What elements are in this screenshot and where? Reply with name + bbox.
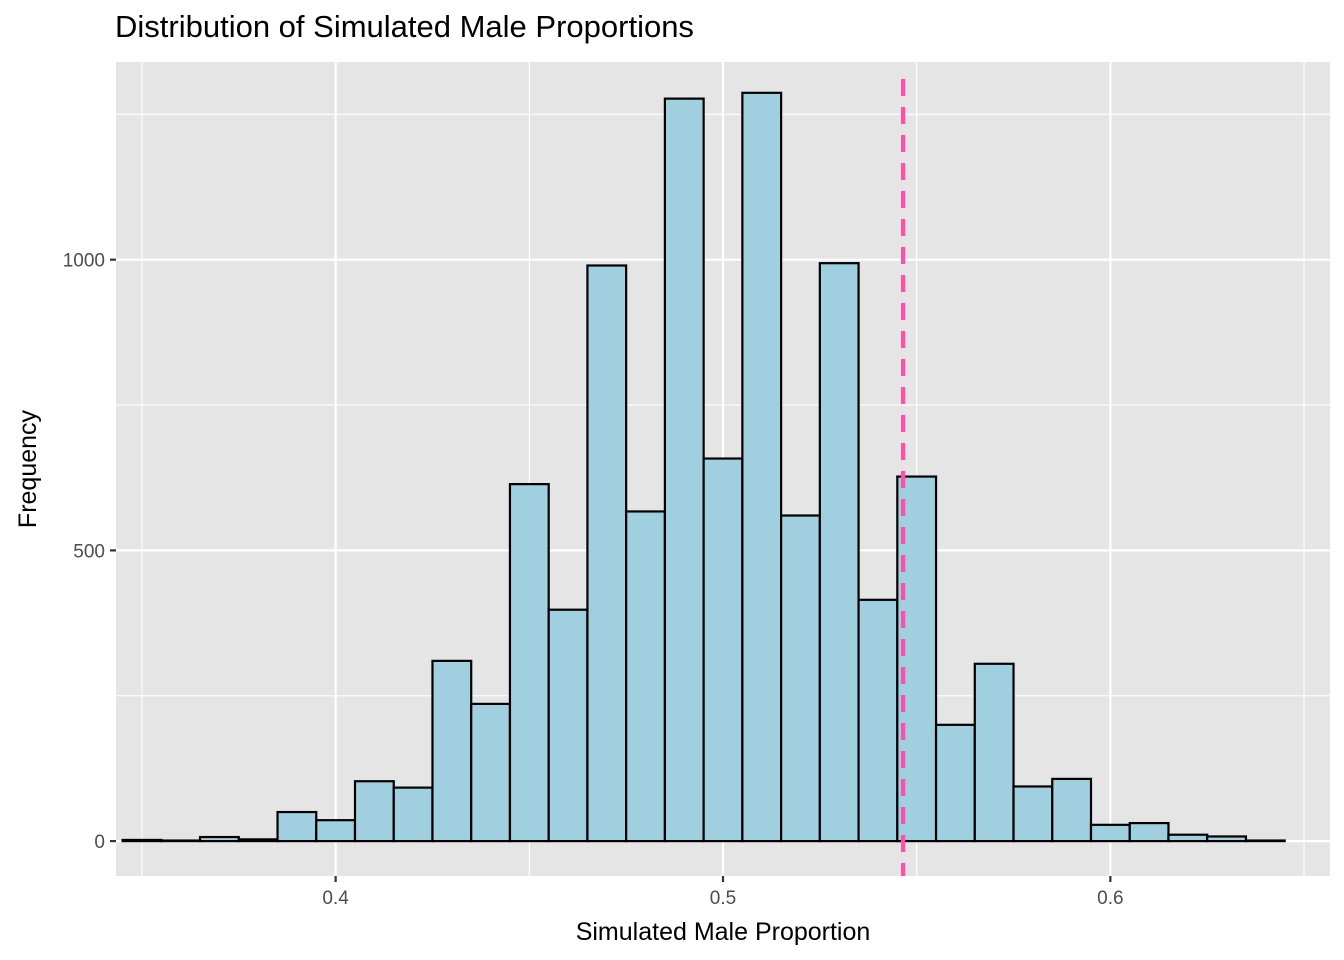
histogram-bar xyxy=(508,483,550,843)
histogram-bar xyxy=(586,264,628,843)
histogram-bar xyxy=(315,819,357,843)
histogram-bar xyxy=(1128,821,1170,843)
histogram-bar xyxy=(392,786,434,843)
y-axis-ticks: 0 500 1000 xyxy=(63,251,116,853)
y-tick-label: 1000 xyxy=(63,251,105,272)
histogram-bar xyxy=(121,838,163,843)
histogram-bar xyxy=(431,659,473,843)
histogram-bar xyxy=(1089,823,1131,843)
x-tick-label: 0.4 xyxy=(322,888,349,909)
x-tick-label: 0.6 xyxy=(1097,888,1123,909)
histogram-bar xyxy=(934,723,976,843)
histogram-bar xyxy=(160,839,202,843)
histogram-bar xyxy=(547,608,589,843)
histogram-bar xyxy=(857,598,899,843)
histogram-bar xyxy=(470,702,512,843)
chart-title: Distribution of Simulated Male Proportio… xyxy=(115,9,694,44)
histogram-bar xyxy=(1012,785,1054,843)
histogram-bar xyxy=(1206,835,1248,843)
y-tick-label: 0 xyxy=(94,832,105,853)
histogram-bar xyxy=(741,91,783,843)
histogram-bar xyxy=(663,97,705,843)
histogram-bar xyxy=(625,510,666,843)
histogram-bar xyxy=(237,838,279,843)
histogram-bar xyxy=(1167,833,1209,843)
x-axis-title: Simulated Male Proportion xyxy=(576,918,871,946)
y-axis-title: Frequency xyxy=(14,409,42,528)
histogram-bar xyxy=(353,780,395,843)
histogram-bars xyxy=(121,91,1286,843)
x-tick-label: 0.5 xyxy=(710,888,736,909)
histogram-bar xyxy=(1051,777,1093,843)
histogram-bar xyxy=(1244,839,1286,843)
histogram-bar xyxy=(276,810,318,843)
histogram-bar xyxy=(818,262,860,843)
histogram-bar xyxy=(702,457,744,843)
histogram-bar xyxy=(780,514,821,843)
histogram-bar xyxy=(198,835,240,843)
histogram-bar xyxy=(973,662,1015,843)
x-axis-ticks: 0.4 0.5 0.6 xyxy=(322,876,1124,909)
y-tick-label: 500 xyxy=(73,541,105,562)
